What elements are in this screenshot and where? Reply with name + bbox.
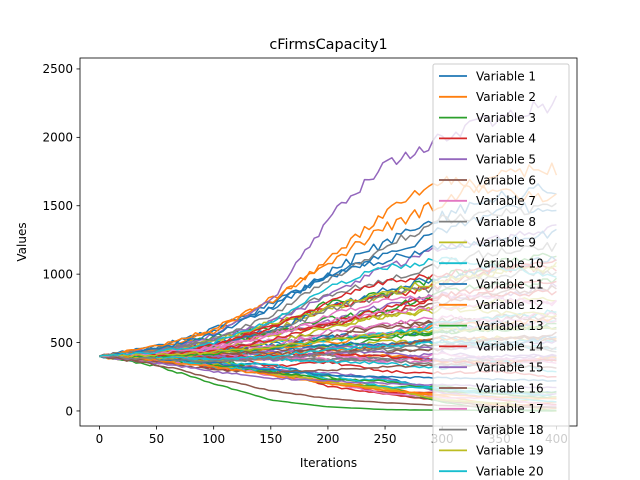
x-tick-label: 200 <box>316 432 339 446</box>
x-tick-label: 100 <box>202 432 225 446</box>
legend-label: Variable 17 <box>476 402 544 416</box>
y-tick-label: 2000 <box>42 131 73 145</box>
y-tick-label: 2500 <box>42 62 73 76</box>
legend-label: Variable 3 <box>476 111 536 125</box>
y-tick-label: 500 <box>50 336 73 350</box>
legend-label: Variable 12 <box>476 298 544 312</box>
legend-label: Variable 9 <box>476 236 536 250</box>
legend-box <box>432 63 570 480</box>
x-tick-label: 150 <box>259 432 282 446</box>
x-tick-label: 250 <box>374 432 397 446</box>
legend-label: Variable 1 <box>476 69 536 83</box>
y-tick-label: 0 <box>65 404 73 418</box>
legend-label: Variable 19 <box>476 444 544 458</box>
y-axis-label: Values <box>15 222 29 261</box>
plot-border <box>79 57 578 427</box>
legend-label: Variable 18 <box>476 423 544 437</box>
legend-label: Variable 20 <box>476 465 544 479</box>
chart-title: cFirmsCapacity1 <box>269 37 387 53</box>
legend: Variable 1 Variable 2 Variable 3 Variable 4… <box>432 63 570 480</box>
legend-label: Variable 16 <box>476 381 544 395</box>
legend-label: Variable 4 <box>476 132 536 146</box>
legend-label: Variable 10 <box>476 257 544 271</box>
x-tick-label: 0 <box>96 432 104 446</box>
legend-label: Variable 6 <box>476 173 536 187</box>
legend-label: Variable 5 <box>476 153 536 167</box>
x-tick-label: 50 <box>149 432 164 446</box>
legend-label: Variable 13 <box>476 319 544 333</box>
y-tick-label: 1000 <box>42 267 73 281</box>
legend-label: Variable 14 <box>476 340 544 354</box>
legend-label: Variable 2 <box>476 90 536 104</box>
legend-label: Variable 8 <box>476 215 536 229</box>
x-axis-label: Iterations <box>300 456 357 470</box>
legend-label: Variable 7 <box>476 194 536 208</box>
legend-label: Variable 11 <box>476 277 544 291</box>
legend-label: Variable 15 <box>476 361 544 375</box>
y-tick-label: 1500 <box>42 199 73 213</box>
